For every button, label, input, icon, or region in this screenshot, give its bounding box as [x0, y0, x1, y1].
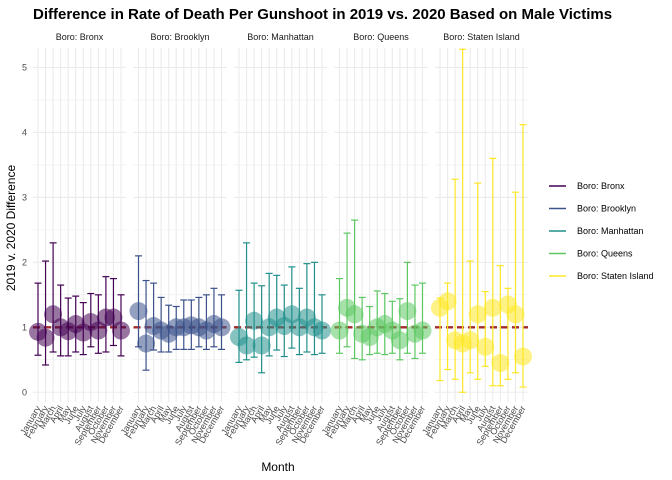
data-point — [413, 321, 432, 340]
facet-strip-label: Boro: Manhattan — [247, 32, 314, 42]
y-tick-label: 3 — [22, 192, 27, 202]
data-point — [129, 302, 148, 321]
data-point — [468, 305, 487, 324]
data-point — [461, 331, 480, 350]
facet-strip-label: Boro: Brooklyn — [150, 32, 209, 42]
data-point — [112, 321, 130, 340]
data-point — [345, 305, 364, 324]
data-point — [438, 292, 457, 311]
data-point — [104, 308, 123, 327]
data-point — [330, 321, 349, 340]
y-tick-label: 4 — [22, 127, 27, 137]
y-tick-label: 5 — [22, 62, 27, 72]
legend-label: Boro: Bronx — [577, 181, 625, 191]
legend-label: Boro: Brooklyn — [577, 204, 636, 214]
data-point — [476, 337, 495, 356]
legend-label: Boro: Manhattan — [577, 226, 644, 236]
data-point — [506, 305, 525, 324]
chart-title: Difference in Rate of Death Per Gunshoot… — [33, 6, 612, 23]
facet-panel: Boro: ManhattanJanuaryFebruaryMarchApril… — [219, 32, 331, 447]
data-point — [44, 305, 63, 324]
legend: Boro: Bronx Boro: Brooklyn Boro: Manhattan… — [549, 181, 654, 281]
data-point — [483, 298, 502, 317]
y-axis-label: 2019 v. 2020 Difference — [4, 165, 18, 292]
data-point — [398, 302, 417, 321]
data-point — [137, 334, 156, 353]
data-point — [282, 305, 301, 324]
facet-panel: Boro: BrooklynJanuaryFebruaryMarchAprilM… — [119, 32, 231, 447]
x-axis-label: Month — [261, 460, 294, 474]
data-point — [491, 354, 510, 373]
data-point — [245, 311, 264, 330]
data-point — [212, 318, 231, 337]
facet-panel: Boro: BronxJanuaryFebruaryMarchAprilMayJ… — [18, 32, 130, 447]
y-tick-label: 0 — [22, 387, 27, 397]
data-point — [36, 328, 55, 347]
data-point — [237, 336, 256, 355]
facet-panel: Boro: QueensJanuaryFebruaryMarchAprilMay… — [320, 32, 432, 447]
data-point — [390, 331, 409, 350]
y-tick-label: 2 — [22, 257, 27, 267]
facet-panel: Boro: Staten IslandJanuaryFebruaryMarchA… — [420, 32, 532, 447]
data-point — [252, 336, 271, 355]
legend-label: Boro: Staten Island — [577, 271, 654, 281]
facet-strip-label: Boro: Staten Island — [443, 32, 520, 42]
data-point — [514, 347, 532, 366]
data-point — [313, 321, 331, 340]
data-point — [89, 321, 108, 340]
y-tick-label: 1 — [22, 322, 27, 332]
facet-strip-label: Boro: Bronx — [56, 32, 104, 42]
legend-label: Boro: Queens — [577, 249, 633, 259]
facet-strip-label: Boro: Queens — [353, 32, 409, 42]
